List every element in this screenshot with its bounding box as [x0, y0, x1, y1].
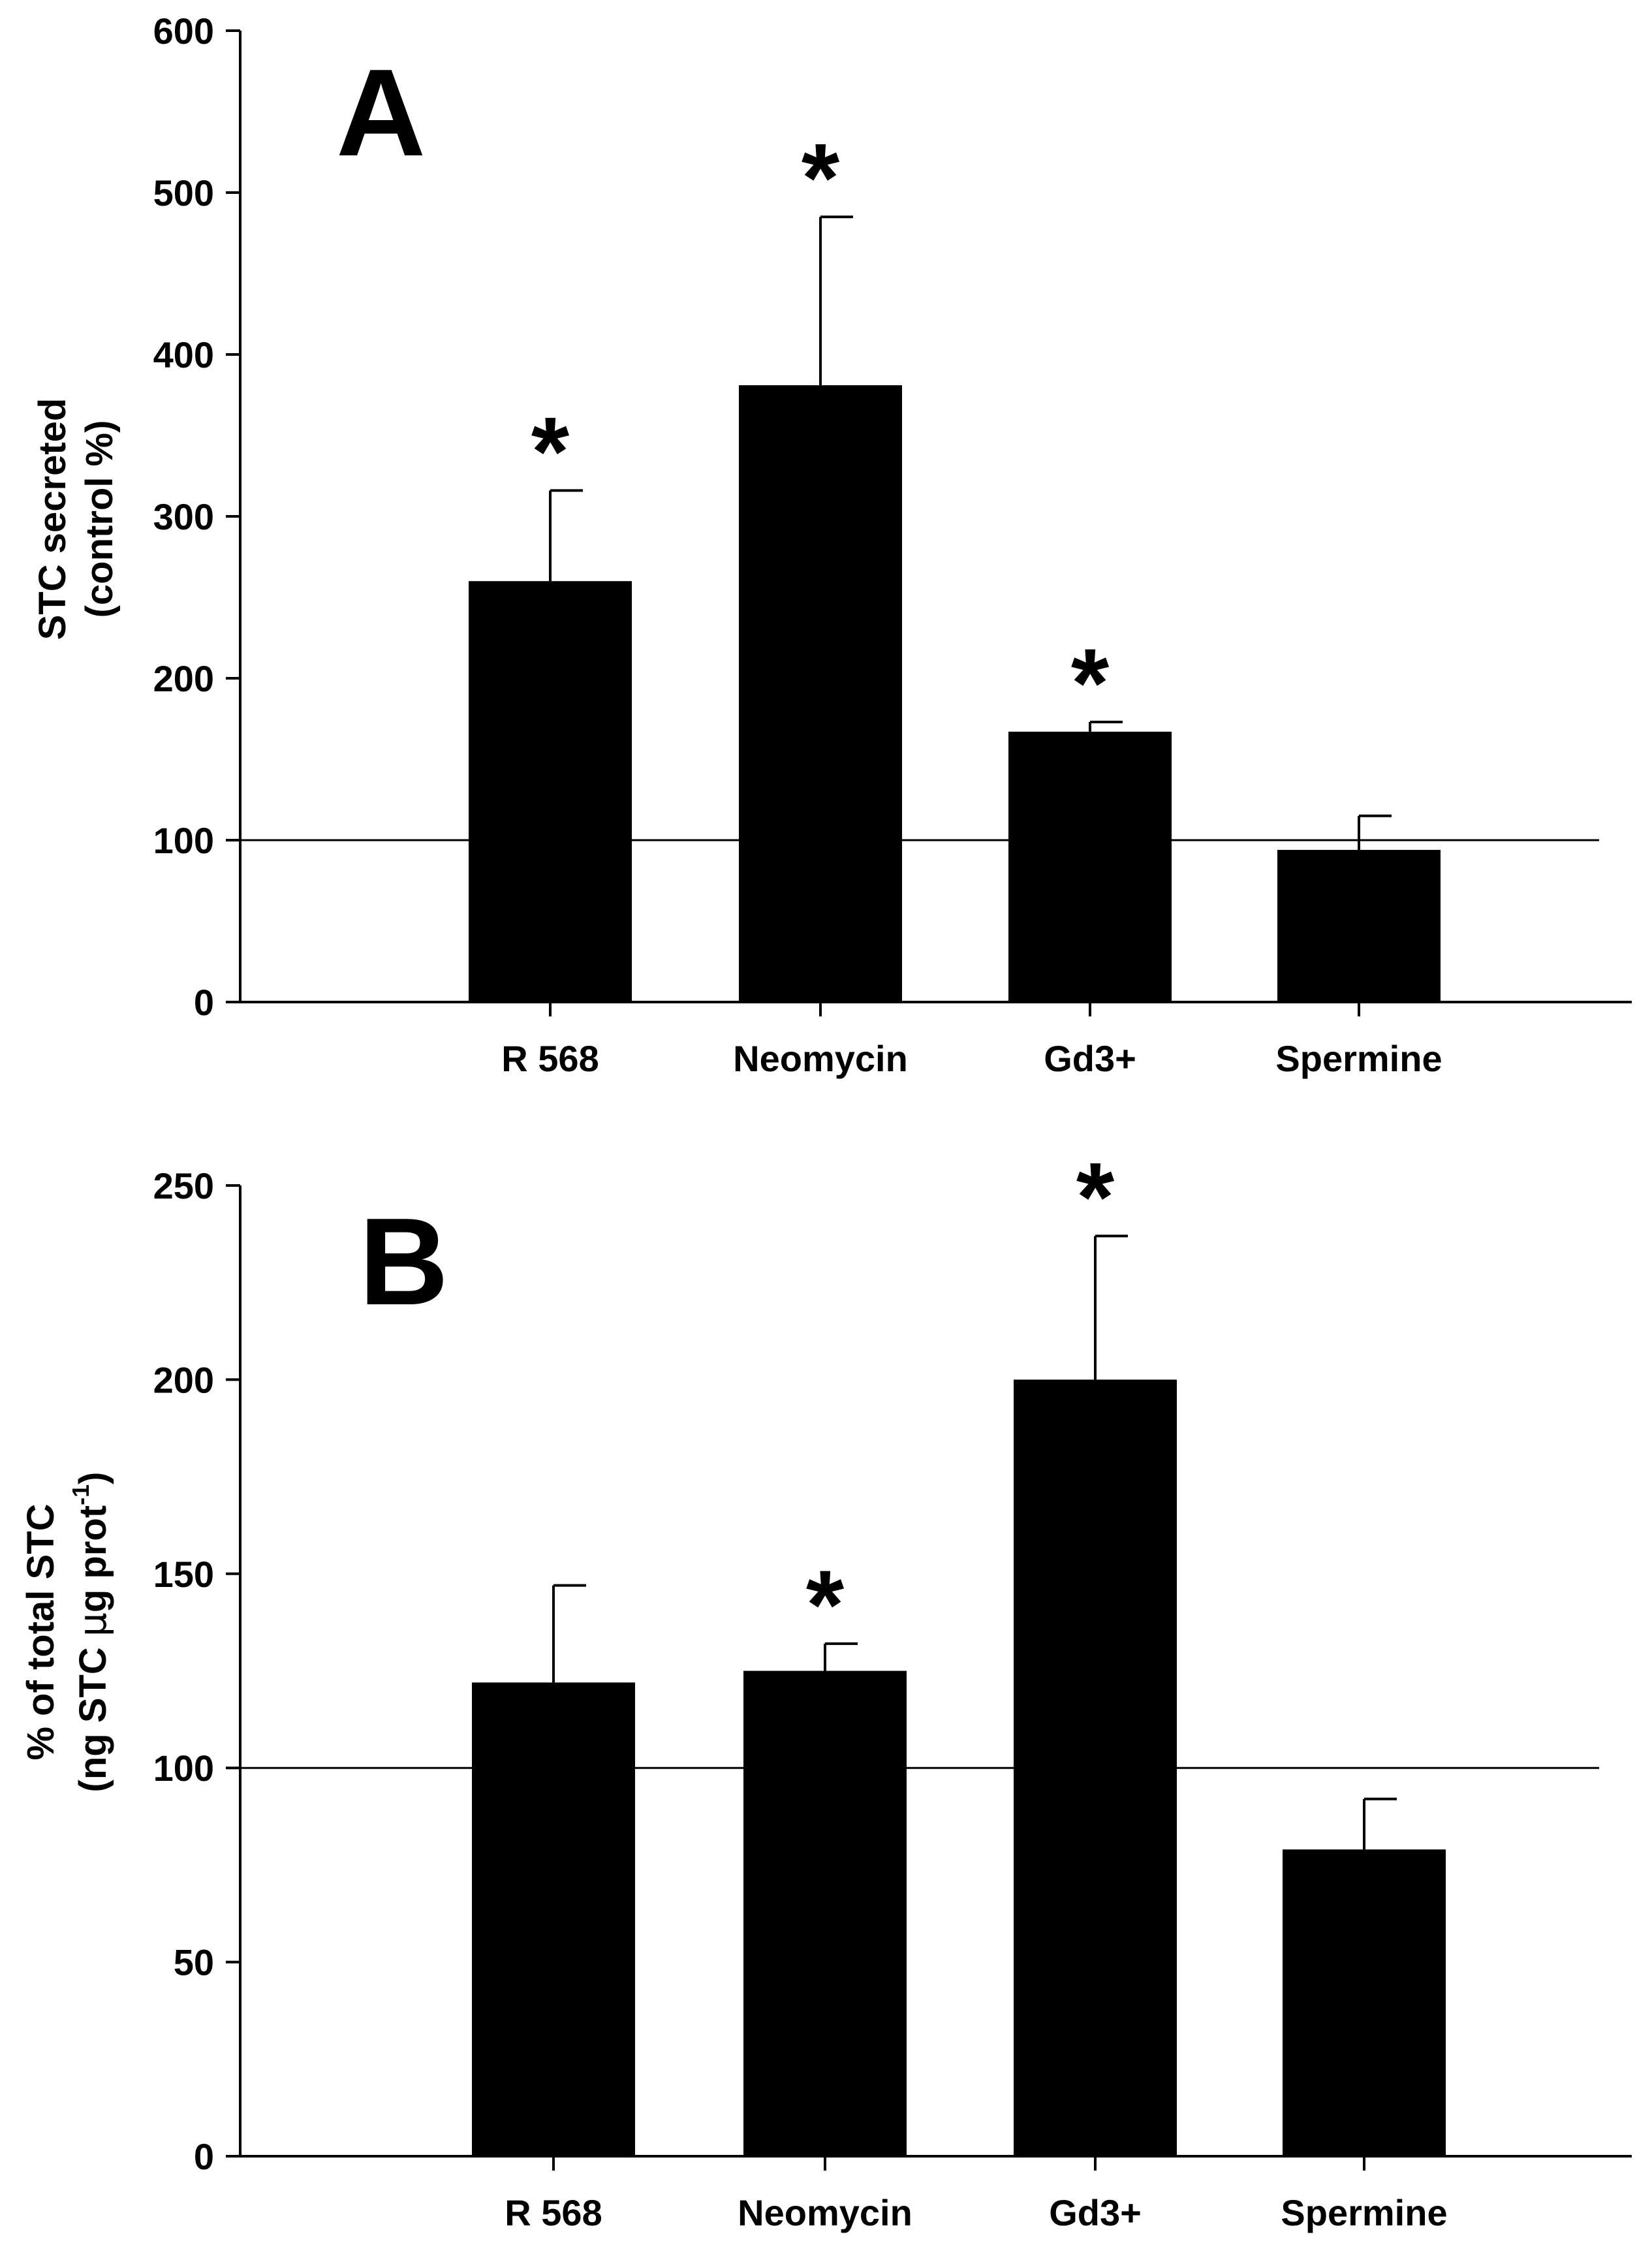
panel-b-ytick-label: 0 [194, 2136, 214, 2177]
panel-b-ytick-label: 250 [153, 1165, 214, 1206]
panel-a-ytick-label: 300 [153, 496, 214, 537]
panel-b-category-label: Neomycin [738, 2192, 912, 2233]
panel-a-category-label: Neomycin [733, 1038, 908, 1079]
panel-b-category-label: Gd3+ [1049, 2192, 1142, 2233]
panel-b-letter: B [359, 1193, 448, 1331]
panel-a-category-label: Gd3+ [1044, 1038, 1136, 1079]
panel-a-ytick-label: 100 [153, 820, 214, 861]
panel-a-bar [469, 581, 632, 1002]
panel-a-bar [1008, 731, 1172, 1002]
panel-b-bar [1283, 1849, 1446, 2156]
panel-b-ytick-label: 50 [174, 1942, 214, 1983]
panel-b-ylabel-line2: (ng STC μg prot-1) [67, 1472, 115, 1793]
panel-a-category-label: R 568 [501, 1038, 599, 1079]
panel-a-significance-star: * [531, 396, 570, 506]
panel-b-ylabel-end: ) [72, 1472, 114, 1484]
panel-b-bar [743, 1671, 907, 2156]
panel-a-bar [1277, 849, 1441, 1002]
panel-a-ylabel-line1: STC secreted [31, 398, 74, 640]
panel-a-ytick-label: 0 [194, 982, 214, 1023]
panel-b-significance-star: * [1076, 1142, 1115, 1251]
panel-b-ytick-label: 150 [153, 1554, 214, 1595]
panel-b-ylabel-sup: -1 [67, 1484, 94, 1505]
panel-a-significance-star: * [802, 123, 840, 232]
panel-b-ytick-label: 100 [153, 1748, 214, 1789]
panel-b-significance-star: * [806, 1550, 845, 1659]
panel-b-ytick-label: 200 [153, 1359, 214, 1400]
panel-b-category-label: Spermine [1281, 2192, 1447, 2233]
panel-a-ytick-label: 500 [153, 172, 214, 213]
panel-b-chart: B % of total STC (ng STC μg prot-1) 0 50 1… [20, 1142, 1632, 2233]
panel-b-ylabel-mu: μ [70, 1612, 115, 1637]
panel-b-ylabel-post: g prot [72, 1505, 114, 1612]
panel-a-ylabel-line2: (control %) [78, 420, 121, 618]
panel-a-letter: A [336, 44, 426, 182]
panel-a-ytick-label: 200 [153, 658, 214, 699]
panel-b-bar [472, 1682, 635, 2156]
panel-b-ylabel-line1: % of total STC [20, 1503, 62, 1760]
panel-a-significance-star: * [1071, 628, 1110, 738]
panel-a-ytick-label: 600 [153, 10, 214, 52]
panel-a-ytick-label: 400 [153, 334, 214, 375]
panel-a-bar [739, 385, 902, 1002]
panel-b-category-label: R 568 [505, 2192, 602, 2233]
panel-b-ylabel-pre: (ng STC [72, 1637, 114, 1792]
panel-a-chart: A STC secreted (control %) 0 100 200 300 400… [31, 10, 1632, 1079]
panel-a-category-label: Spermine [1275, 1038, 1442, 1079]
